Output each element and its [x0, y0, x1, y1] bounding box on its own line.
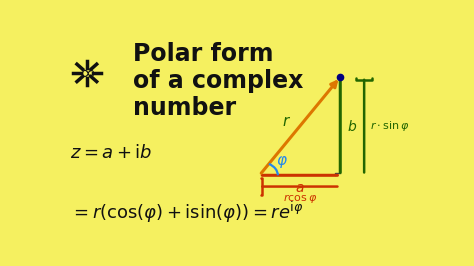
Text: $b$: $b$ — [347, 119, 357, 134]
Text: $a$: $a$ — [295, 181, 305, 196]
Text: $z = a + \mathrm{i}b$: $z = a + \mathrm{i}b$ — [70, 144, 153, 162]
Text: $\varphi$: $\varphi$ — [276, 154, 288, 170]
Text: $r$: $r$ — [283, 114, 292, 128]
Text: $= r(\cos(\varphi) + \mathrm{i}\sin(\varphi)) = re^{\mathrm{i}\varphi}$: $= r(\cos(\varphi) + \mathrm{i}\sin(\var… — [70, 200, 304, 225]
Text: $\infty$: $\infty$ — [79, 63, 95, 82]
Text: $r\cos\varphi$: $r\cos\varphi$ — [283, 192, 317, 205]
Text: $r\cdot\sin\varphi$: $r\cdot\sin\varphi$ — [370, 119, 409, 133]
Text: Polar form
of a complex
number: Polar form of a complex number — [133, 42, 303, 120]
